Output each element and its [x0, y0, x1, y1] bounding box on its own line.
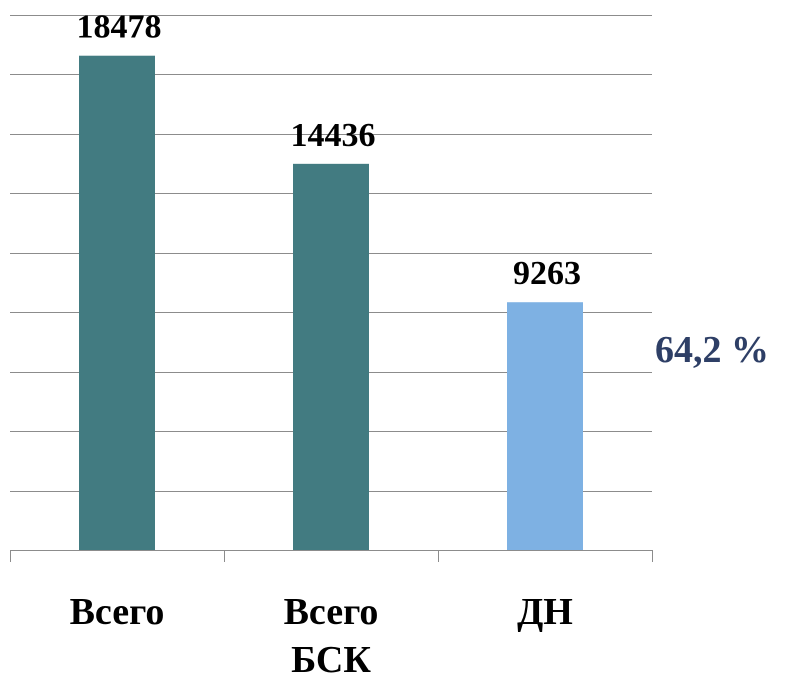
value-labels: 18478 14436 9263 [77, 9, 582, 293]
category-label: Всего [70, 591, 165, 633]
bars-group [79, 55, 583, 550]
bar [293, 163, 369, 550]
bar-value-label: 9263 [513, 255, 581, 292]
bar [507, 302, 583, 550]
category-label: БСК [291, 639, 371, 681]
bar [79, 55, 155, 550]
bar-value-label: 14436 [291, 117, 376, 154]
bar-value-label: 18478 [77, 9, 162, 46]
x-axis [10, 550, 653, 562]
category-label: Всего [284, 591, 379, 633]
percent-annotation: 64,2 % [655, 329, 769, 371]
category-label: ДН [517, 591, 573, 633]
category-labels: Всего Всего БСК ДН [70, 591, 573, 681]
